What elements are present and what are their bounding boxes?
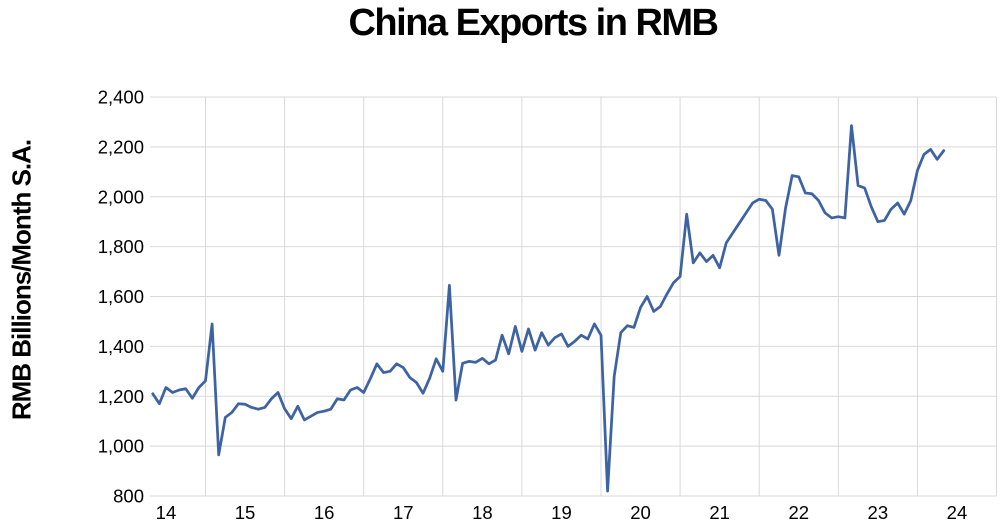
x-tick-label: 19: [551, 502, 572, 523]
y-tick-label: 1,000: [98, 436, 144, 457]
x-tick-label: 14: [156, 502, 177, 523]
y-tick-label: 2,200: [98, 136, 144, 157]
y-tick-label: 1,400: [98, 336, 144, 357]
y-tick-label: 1,600: [98, 286, 144, 307]
y-tick-label: 1,800: [98, 236, 144, 257]
y-tick-label: 2,000: [98, 186, 144, 207]
x-tick-label: 24: [947, 502, 968, 523]
y-tick-label: 1,200: [98, 386, 144, 407]
x-tick-label: 23: [868, 502, 889, 523]
x-tick-label: 20: [630, 502, 651, 523]
y-tick-label: 2,400: [98, 87, 144, 108]
x-tick-label: 15: [235, 502, 256, 523]
y-tick-label: 800: [113, 486, 144, 507]
exports-data-line: [151, 124, 946, 493]
x-tick-label: 21: [709, 502, 730, 523]
x-tick-label: 16: [314, 502, 335, 523]
x-tick-label: 18: [472, 502, 493, 523]
x-tick-label: 17: [393, 502, 414, 523]
chart-title: China Exports in RMB: [348, 2, 719, 44]
x-tick-label: 22: [788, 502, 809, 523]
